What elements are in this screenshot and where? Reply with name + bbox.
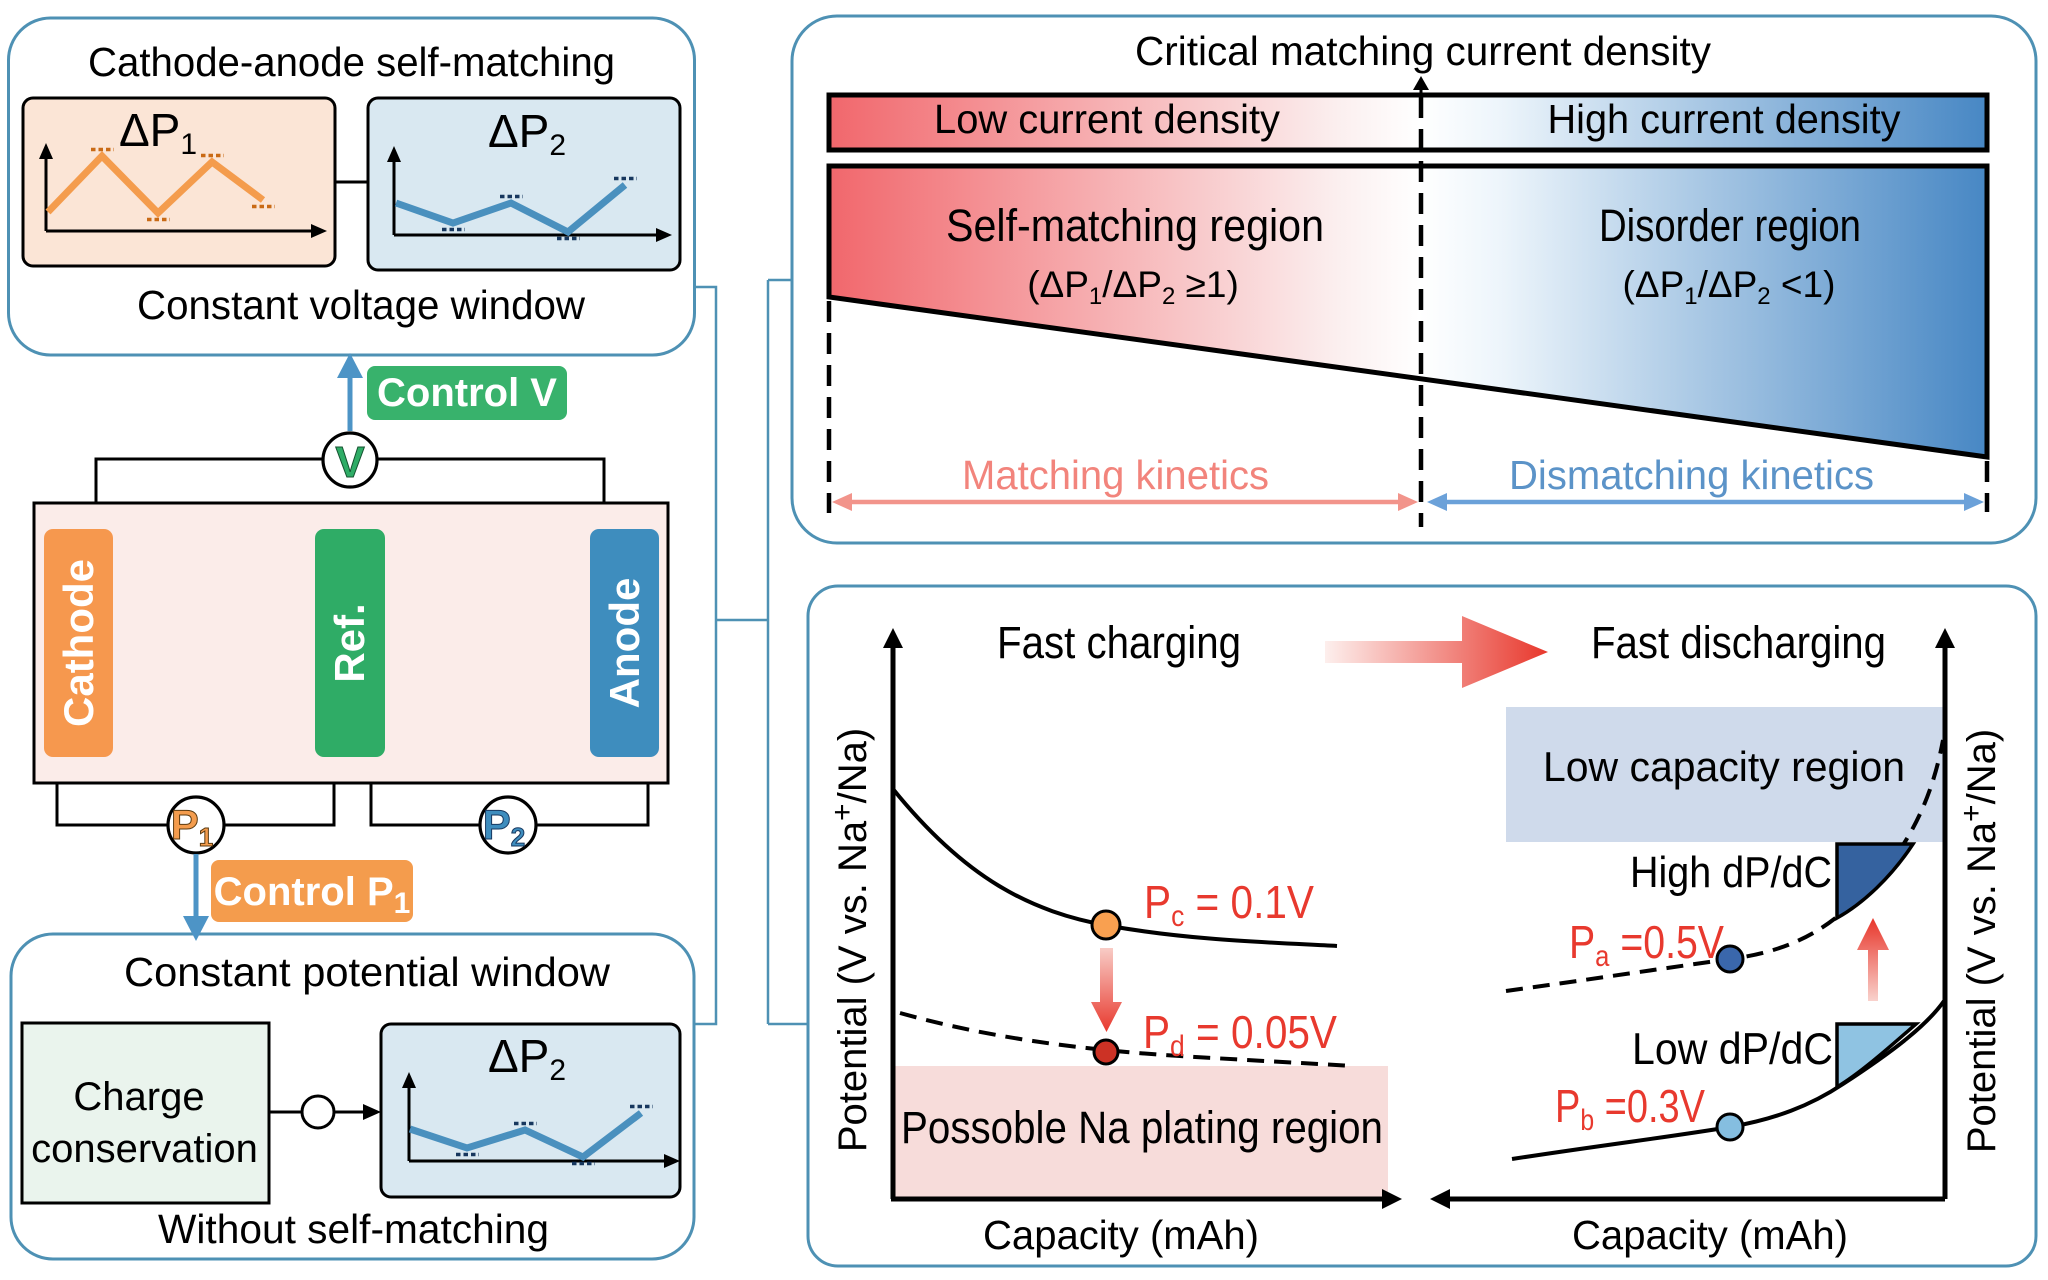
svg-text:Matching kinetics: Matching kinetics	[962, 452, 1269, 498]
svg-text:Charge: Charge	[73, 1075, 204, 1119]
svg-text:Low capacity region: Low capacity region	[1543, 743, 1905, 790]
svg-text:Pb =0.3V: Pb =0.3V	[1555, 1080, 1705, 1137]
svg-text:(ΔP1/ΔP2 <1): (ΔP1/ΔP2 <1)	[1623, 264, 1836, 310]
svg-text:Disorder region: Disorder region	[1599, 200, 1861, 251]
svg-text:Control V: Control V	[377, 371, 557, 415]
svg-text:Possoble Na plating region: Possoble Na plating region	[901, 1102, 1383, 1153]
svg-text:Self-matching region: Self-matching region	[946, 200, 1324, 251]
svg-text:Potential (V vs. Na+/Na): Potential (V vs. Na+/Na)	[826, 728, 875, 1152]
svg-text:Fast charging: Fast charging	[997, 617, 1241, 668]
svg-text:Capacity (mAh): Capacity (mAh)	[983, 1212, 1259, 1258]
svg-text:Constant voltage window: Constant voltage window	[137, 282, 585, 328]
svg-text:Potential (V vs. Na+/Na): Potential (V vs. Na+/Na)	[1955, 729, 2004, 1153]
svg-text:P2: P2	[483, 801, 525, 852]
svg-text:Constant potential window: Constant potential window	[124, 949, 610, 995]
svg-text:Ref.: Ref.	[326, 603, 373, 682]
svg-text:Without self-matching: Without self-matching	[158, 1206, 549, 1252]
svg-text:Fast discharging: Fast discharging	[1591, 617, 1886, 668]
svg-text:Cathode: Cathode	[55, 559, 102, 727]
svg-text:(ΔP1/ΔP2 ≥1): (ΔP1/ΔP2 ≥1)	[1027, 264, 1239, 310]
svg-text:Anode: Anode	[601, 578, 648, 709]
svg-text:Pa =0.5V: Pa =0.5V	[1569, 916, 1724, 973]
svg-text:Cathode-anode self-matching: Cathode-anode self-matching	[88, 39, 615, 85]
svg-text:Low current density: Low current density	[934, 96, 1280, 142]
svg-text:conservation: conservation	[31, 1127, 258, 1171]
svg-text:Low dP/dC: Low dP/dC	[1632, 1025, 1833, 1074]
svg-text:Critical matching current dens: Critical matching current density	[1135, 28, 1711, 74]
svg-text:Pc = 0.1V: Pc = 0.1V	[1144, 876, 1314, 933]
svg-text:High dP/dC: High dP/dC	[1630, 849, 1832, 897]
svg-text:V: V	[335, 438, 365, 487]
svg-text:High current density: High current density	[1548, 96, 1901, 142]
svg-text:Capacity (mAh): Capacity (mAh)	[1572, 1212, 1848, 1258]
svg-text:Control P1: Control P1	[214, 870, 411, 920]
svg-text:Dismatching kinetics: Dismatching kinetics	[1509, 452, 1874, 498]
